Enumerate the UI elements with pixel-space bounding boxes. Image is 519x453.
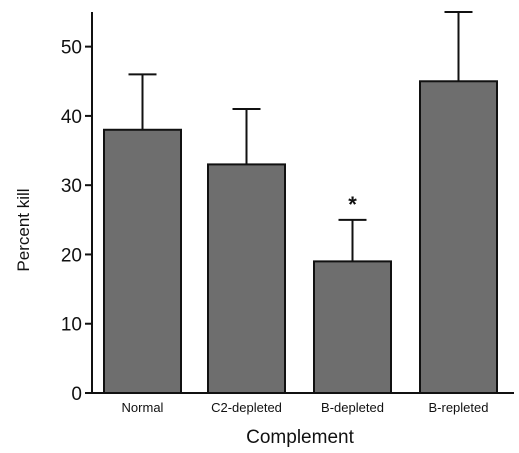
- y-tick-label: 50: [61, 38, 82, 59]
- bar-c2-depleted: [207, 163, 286, 394]
- x-ticks: Normal C2-depleted B-depleted B-repleted: [122, 400, 489, 415]
- error-bars-layer: [128, 11, 473, 262]
- y-tick-label: 30: [61, 176, 82, 197]
- y-tick-label: 40: [61, 107, 82, 128]
- x-tick-label: B-repleted: [429, 400, 489, 415]
- x-tick-label: C2-depleted: [211, 400, 282, 415]
- y-tick-label: 20: [61, 245, 82, 266]
- x-axis-label: Complement: [246, 427, 354, 448]
- y-ticks: 0 10 20 30 40 50: [61, 38, 92, 405]
- y-tick-label: 10: [61, 315, 82, 336]
- x-tick-label: Normal: [122, 400, 164, 415]
- annotations: *: [348, 192, 357, 217]
- x-tick-label: B-depleted: [321, 400, 384, 415]
- y-axis-label: Percent kill: [14, 188, 33, 271]
- bar-normal: [103, 128, 182, 394]
- axes-layer: [91, 12, 514, 394]
- bar-b-depleted: [313, 260, 392, 394]
- y-tick-label: 0: [71, 384, 82, 405]
- significance-marker: *: [348, 192, 357, 217]
- bars-layer: [103, 80, 498, 394]
- bar-b-repleted: [419, 80, 498, 394]
